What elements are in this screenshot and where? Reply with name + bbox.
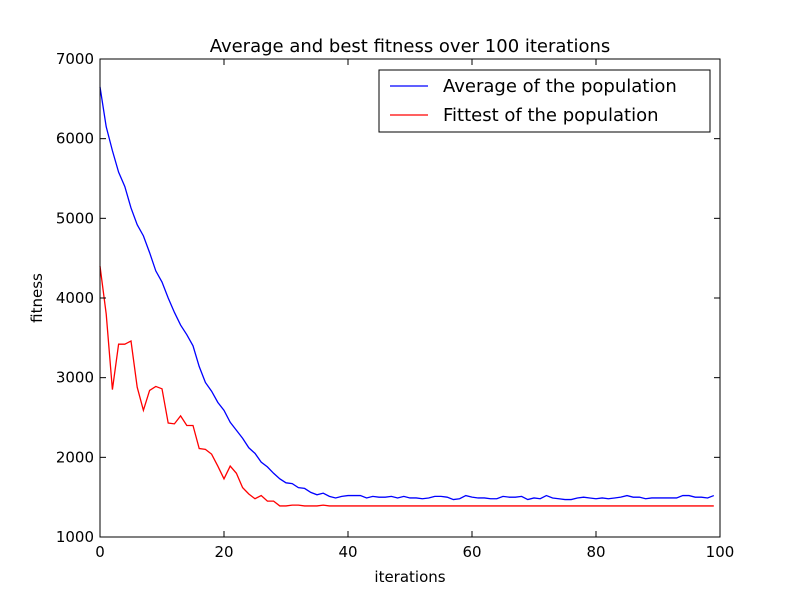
x-axis-title: iterations <box>374 568 445 586</box>
y-tick-label: 3000 <box>56 369 94 387</box>
x-tick-label: 80 <box>586 543 605 561</box>
legend-label-fittest: Fittest of the population <box>443 105 659 126</box>
y-tick-label: 5000 <box>56 209 94 227</box>
series-line-1 <box>99 266 714 507</box>
x-tick-label: 20 <box>214 543 233 561</box>
y-axis-title: fitness <box>28 273 46 323</box>
axis-ticks: 0 20 40 60 80 100 1000 2000 3000 4000 5000 6000 7000 <box>56 50 735 561</box>
y-tick-label: 7000 <box>56 50 94 68</box>
chart-title: Average and best fitness over 100 iterat… <box>210 36 611 57</box>
x-tick-label: 0 <box>95 543 105 561</box>
y-tick-label: 1000 <box>56 528 94 546</box>
x-tick-label: 40 <box>338 543 357 561</box>
x-tick-label: 60 <box>462 543 481 561</box>
legend: Average of the population Fittest of the… <box>378 69 711 133</box>
series-line-0 <box>99 86 715 501</box>
legend-label-average: Average of the population <box>443 76 677 97</box>
y-tick-label: 4000 <box>56 289 94 307</box>
y-tick-label: 6000 <box>56 130 94 148</box>
y-tick-label: 2000 <box>56 448 94 466</box>
legend-box <box>378 69 711 133</box>
x-tick-label: 100 <box>706 543 735 561</box>
